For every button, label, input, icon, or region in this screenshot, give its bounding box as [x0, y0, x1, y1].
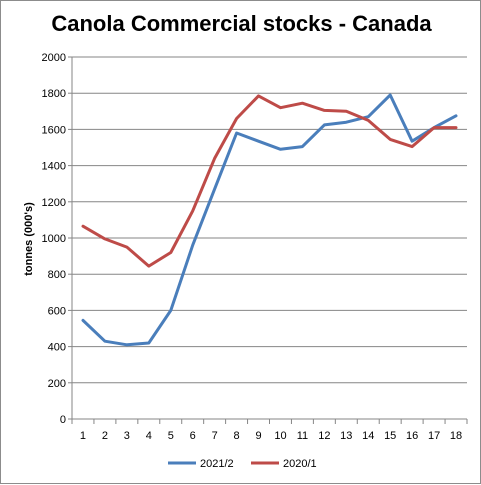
y-tick-label: 1800 — [42, 88, 66, 100]
x-tick-label: 17 — [428, 430, 440, 442]
series-line-2021-2 — [81, 93, 458, 347]
x-tick-label: 8 — [234, 430, 240, 442]
y-tick-label: 0 — [60, 414, 66, 426]
x-tick-label: 6 — [190, 430, 196, 442]
x-tick-label: 13 — [340, 430, 352, 442]
y-tick-label: 1000 — [42, 233, 66, 245]
y-tick-label: 400 — [48, 342, 66, 354]
x-tick-label: 11 — [297, 430, 308, 442]
y-tick-label: 1200 — [42, 197, 66, 209]
x-tick-label: 18 — [450, 430, 462, 442]
axes — [68, 56, 468, 424]
y-tick-label: 1400 — [42, 161, 66, 173]
legend: 2021/2 2020/1 — [168, 458, 317, 470]
x-tick-label: 16 — [406, 430, 418, 442]
x-tick-label: 3 — [124, 430, 130, 442]
y-tick-label: 200 — [48, 378, 66, 390]
y-axis-label: tonnes (000's) — [23, 202, 35, 276]
x-tick-label: 14 — [362, 430, 374, 442]
grid-lines — [72, 56, 467, 420]
x-tick-label: 2 — [102, 430, 108, 442]
legend-label: 2021/2 — [200, 458, 234, 470]
x-tick-labels: 1 2 3 4 5 6 7 8 9 10 11 12 13 14 15 16 17 18 — [80, 430, 462, 442]
y-tick-label: 600 — [48, 305, 66, 317]
series-lines — [81, 93, 458, 347]
x-tick-label: 7 — [212, 430, 218, 442]
chart-title: Canola Commercial stocks - Canada — [51, 11, 432, 36]
y-tick-label: 2000 — [42, 52, 66, 64]
y-tick-labels: 0 200 400 600 800 1000 1200 1400 1600 1800 2000 — [42, 52, 66, 426]
x-tick-label: 10 — [274, 430, 286, 442]
y-tick-label: 1600 — [42, 124, 66, 136]
y-tick-label: 800 — [48, 269, 66, 281]
x-tick-label: 9 — [255, 430, 261, 442]
x-tick-label: 12 — [318, 430, 330, 442]
series-line-2020-1 — [81, 94, 458, 268]
x-tick-label: 1 — [80, 430, 86, 442]
x-tick-label: 5 — [168, 430, 174, 442]
x-tick-label: 15 — [384, 430, 396, 442]
legend-label: 2020/1 — [283, 458, 317, 470]
x-tick-label: 4 — [146, 430, 152, 442]
